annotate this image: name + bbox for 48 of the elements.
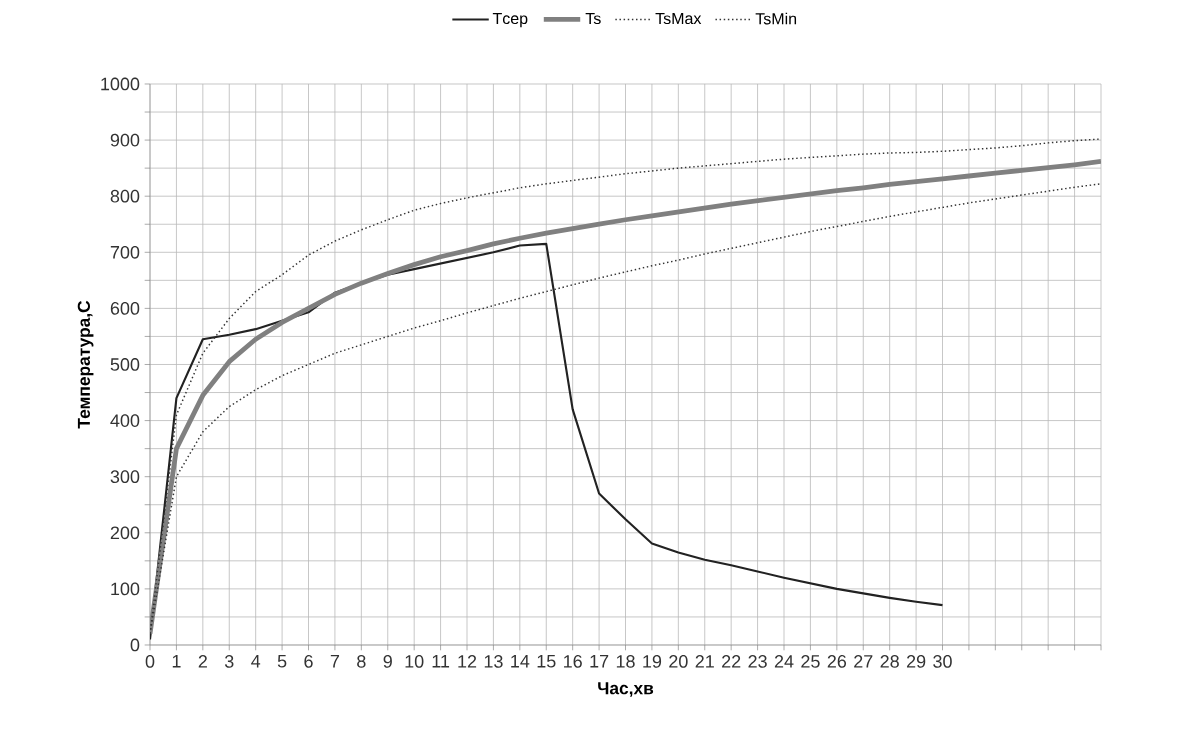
x-tick-label: 9 <box>383 655 392 668</box>
x-tick-label: 19 <box>643 655 662 668</box>
y-tick-label: 600 <box>110 302 140 315</box>
x-tick-label: 13 <box>484 655 503 668</box>
y-tick-label: 700 <box>110 245 140 259</box>
y-tick-label: 500 <box>110 358 140 371</box>
x-tick-label: 15 <box>537 655 556 668</box>
x-tick-label: 6 <box>304 655 313 668</box>
x-tick-label: 0 <box>145 655 155 668</box>
x-tick-label: 2 <box>198 655 207 668</box>
x-tick-label: 8 <box>357 655 366 668</box>
x-tick-label: 7 <box>330 655 340 668</box>
x-tick-label: 30 <box>933 655 952 668</box>
y-tick-label: 0 <box>130 638 140 652</box>
x-tick-label: 26 <box>827 655 847 668</box>
x-tick-label: 18 <box>616 655 635 668</box>
y-tick-label: 400 <box>110 414 140 427</box>
x-tick-label: 16 <box>564 655 582 668</box>
y-tick-label: 300 <box>110 470 140 484</box>
x-axis-title: Час,хв <box>598 682 654 697</box>
x-tick-label: 22 <box>722 655 741 668</box>
x-tick-label: 23 <box>748 655 767 668</box>
x-tick-label: 11 <box>432 655 450 668</box>
legend-label: TsMin <box>755 12 797 25</box>
x-tick-label: 10 <box>405 655 424 668</box>
x-tick-label: 17 <box>590 655 609 668</box>
x-tick-label: 28 <box>880 655 899 668</box>
x-tick-label: 20 <box>669 655 688 668</box>
x-tick-label: 29 <box>906 655 926 668</box>
x-tick-label: 12 <box>458 655 477 668</box>
x-tick-label: 25 <box>801 655 820 668</box>
x-tick-label: 1 <box>172 655 181 668</box>
y-tick-label: 1000 <box>101 77 140 91</box>
x-tick-label: 3 <box>224 655 234 668</box>
x-tick-label: 24 <box>774 655 794 668</box>
x-tick-label: 27 <box>854 655 873 668</box>
legend-label: Tсер <box>492 12 528 28</box>
legend-label: Ts <box>585 12 601 25</box>
legend-label: TsMax <box>655 12 702 25</box>
x-tick-label: 21 <box>695 655 714 668</box>
x-tick-label: 5 <box>277 655 287 668</box>
y-tick-label: 800 <box>110 189 140 203</box>
y-tick-label: 100 <box>111 582 140 596</box>
x-tick-label: 14 <box>511 655 530 668</box>
y-tick-label: 900 <box>110 133 140 147</box>
y-tick-label: 200 <box>110 526 140 540</box>
y-axis-title: Температура,С <box>77 300 94 429</box>
x-tick-label: 4 <box>251 655 261 668</box>
